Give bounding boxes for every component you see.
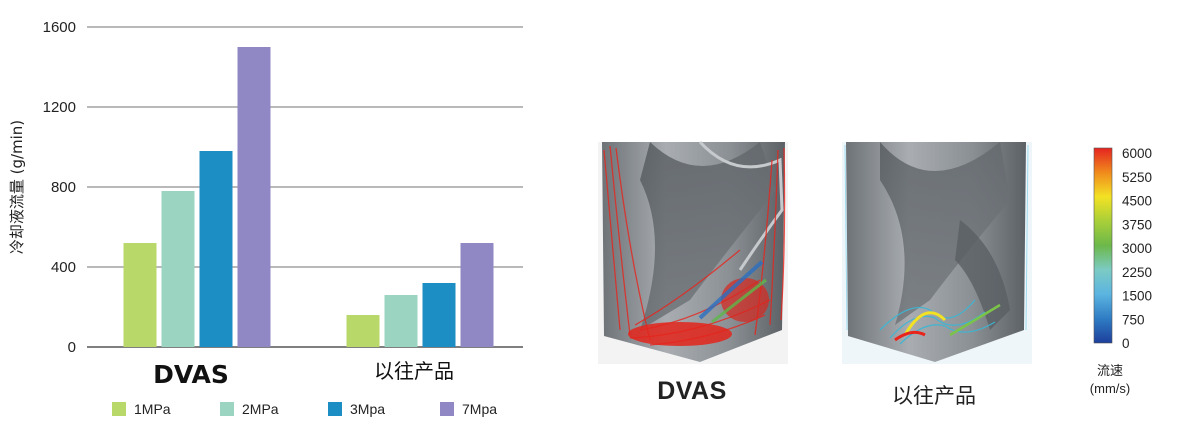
- legend-swatch: [440, 402, 454, 416]
- legend-label: 2MPa: [242, 401, 279, 417]
- y-tick-label: 1200: [43, 99, 76, 116]
- y-axis-label: 冷却液流量 (g/min): [8, 120, 26, 254]
- y-tick-label: 1600: [43, 19, 76, 36]
- colorbar-tick-label: 3750: [1122, 217, 1152, 232]
- x-category-label: DVAS: [153, 360, 229, 389]
- legend-label: 1MPa: [134, 401, 171, 417]
- colorbar-unit: (mm/s): [1089, 381, 1131, 396]
- colorbar-tick-label: 4500: [1122, 194, 1152, 209]
- bar-7Mpa-1: [460, 243, 494, 347]
- conventional-image-label: 以往产品: [892, 385, 976, 408]
- colorbar-tick-label: 750: [1122, 312, 1145, 327]
- colorbar-tick-label: 5250: [1122, 170, 1152, 185]
- legend-label: 3Mpa: [350, 401, 385, 417]
- conventional-simulation-image: [842, 142, 1032, 364]
- colorbar-title: 流速: [1096, 363, 1123, 378]
- coolant-flow-bar-chart: 0 400 800 1200 1600 冷却液流量 (g/min) DVAS 以往产品 1MP…: [8, 19, 523, 417]
- bar-1MPa-0: [123, 243, 157, 347]
- colorbar-tick-label: 2250: [1122, 265, 1152, 280]
- legend-swatch: [112, 402, 126, 416]
- y-tick-label: 0: [68, 339, 76, 356]
- legend-swatch: [328, 402, 342, 416]
- bar-2MPa-0: [161, 191, 195, 347]
- colorbar-tick-label: 0: [1122, 336, 1130, 351]
- colorbar-tick-label: 1500: [1122, 289, 1152, 304]
- bar-3Mpa-1: [422, 283, 456, 347]
- x-category-label: 以往产品: [374, 359, 454, 383]
- bar-3Mpa-0: [199, 151, 233, 347]
- colorbar-tick-label: 3000: [1122, 241, 1152, 256]
- dvas-image-label: DVAS: [657, 377, 727, 405]
- legend-label: 7Mpa: [462, 401, 497, 417]
- y-tick-label: 400: [51, 259, 76, 276]
- bar-1MPa-1: [346, 315, 380, 347]
- bar-2MPa-1: [384, 295, 418, 347]
- velocity-colorbar: 6000 5250 4500 3750 3000 2250 1500 750 0: [1093, 146, 1152, 351]
- bar-7Mpa-0: [237, 47, 271, 347]
- y-tick-label: 800: [51, 179, 76, 196]
- dvas-simulation-image: [598, 140, 788, 364]
- colorbar-tick-label: 6000: [1122, 146, 1152, 161]
- legend-swatch: [220, 402, 234, 416]
